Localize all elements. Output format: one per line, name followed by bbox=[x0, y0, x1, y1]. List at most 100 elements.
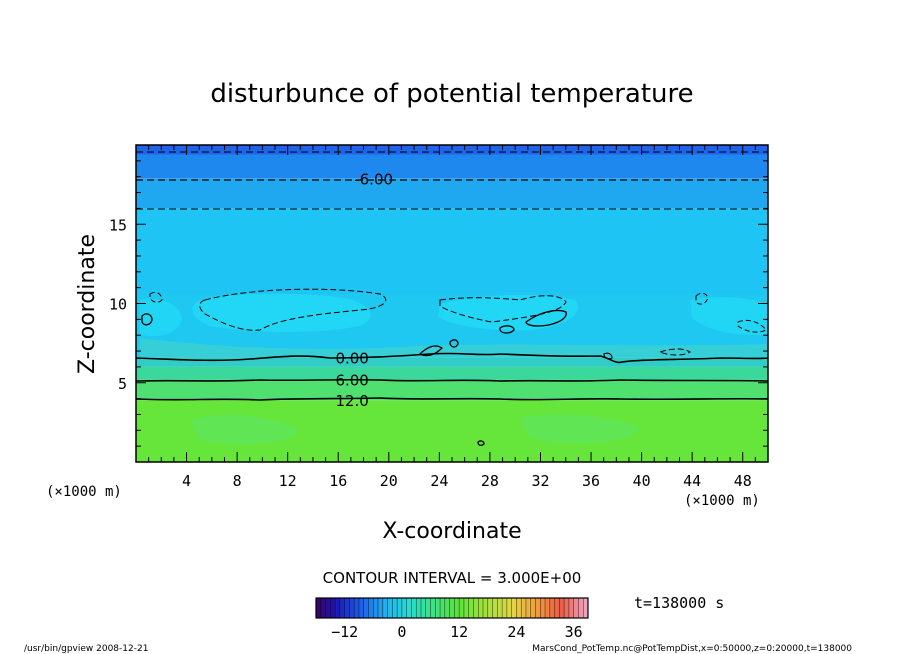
contour-loop-positive bbox=[525, 309, 567, 327]
color-band bbox=[136, 178, 768, 209]
contour-loop-positive bbox=[449, 339, 459, 348]
contour-label-text: -6.00 bbox=[354, 170, 393, 188]
colorbar-cell bbox=[425, 598, 431, 618]
x-axis-unit: (×1000 m) bbox=[684, 493, 760, 509]
colorbar-cell bbox=[406, 598, 412, 618]
contour-loop-negative bbox=[658, 348, 691, 356]
colorbar-frame bbox=[315, 597, 589, 619]
colorbar-cell bbox=[583, 598, 589, 618]
colorbar-cell bbox=[397, 598, 403, 618]
color-band bbox=[136, 208, 768, 294]
contour-line-6 bbox=[135, 378, 769, 382]
anomaly-patch bbox=[140, 338, 768, 358]
colorbar-cell bbox=[549, 598, 555, 618]
y-tick-label: 5 bbox=[118, 375, 127, 393]
colorbar: −12 0 12 24 36 bbox=[315, 597, 589, 641]
contour-label-text: 6.00 bbox=[335, 372, 368, 390]
colorbar-cell bbox=[358, 598, 365, 618]
anomaly-patch bbox=[690, 297, 768, 336]
colorbar-cell bbox=[368, 598, 374, 618]
anomaly-patch bbox=[140, 298, 182, 337]
colorbar-cell bbox=[430, 598, 436, 618]
y-tick-label: 15 bbox=[109, 216, 127, 234]
y-axis-unit: (×1000 m) bbox=[46, 484, 122, 500]
colorbar-cell bbox=[344, 598, 350, 618]
x-tick-label: 28 bbox=[481, 472, 499, 490]
x-tick-label: 44 bbox=[683, 472, 701, 490]
colorbar-cell bbox=[354, 598, 360, 618]
x-axis-label: X-coordinate bbox=[382, 519, 521, 544]
colorbar-cell bbox=[387, 598, 393, 618]
colorbar-cell bbox=[392, 598, 398, 618]
colorbar-cell bbox=[463, 598, 470, 618]
contour-label: 0.00 bbox=[335, 349, 368, 367]
footer-right: MarsCond_PotTemp.nc@PotTempDist,x=0:5000… bbox=[532, 644, 852, 654]
colorbar-cell bbox=[568, 598, 574, 618]
x-tick-label: 40 bbox=[633, 472, 651, 490]
colorbar-cell bbox=[459, 598, 465, 618]
y-tick-label: 10 bbox=[109, 296, 127, 314]
colorbar-cell bbox=[497, 598, 503, 618]
colorbar-cell bbox=[316, 598, 322, 618]
x-tick-label: 48 bbox=[734, 472, 752, 490]
colorbar-cell bbox=[530, 598, 536, 618]
colorbar-cell bbox=[492, 598, 498, 618]
colorbar-cell bbox=[320, 598, 326, 618]
colorbar-cell bbox=[521, 598, 527, 618]
colorbar-cell bbox=[516, 598, 522, 618]
color-band bbox=[136, 379, 768, 401]
colorbar-cell bbox=[573, 598, 579, 618]
contour-loop-positive bbox=[477, 440, 485, 446]
colorbar-cell bbox=[506, 598, 512, 618]
contour-loop-negative bbox=[199, 288, 387, 331]
contour-line-12 bbox=[135, 397, 769, 401]
colorbar-cell bbox=[559, 598, 565, 618]
colorbar-tick-label: 24 bbox=[507, 623, 525, 641]
anomaly-patches bbox=[140, 293, 768, 445]
colorbar-cell bbox=[335, 598, 341, 618]
colorbar-cell bbox=[435, 598, 441, 618]
colorbar-cell bbox=[349, 598, 355, 618]
contour-loop-negative bbox=[439, 295, 567, 323]
contour-labels: -6.00 0.00 6.00 12.0 bbox=[335, 170, 393, 410]
contour-label-text: 0.00 bbox=[335, 349, 368, 367]
colorbar-cell bbox=[373, 598, 379, 618]
contour-line-0 bbox=[135, 352, 769, 364]
contour-loop-positive bbox=[499, 325, 515, 334]
colorbar-cell bbox=[564, 598, 570, 618]
colorbar-cell bbox=[473, 598, 479, 618]
colorbar-cell bbox=[378, 598, 384, 618]
anomaly-patch bbox=[190, 415, 300, 445]
y-axis-label: Z-coordinate bbox=[75, 234, 100, 374]
x-tick-label: 20 bbox=[380, 472, 398, 490]
colorbar-cell bbox=[554, 598, 560, 618]
footer-left: /usr/bin/gpview 2008-12-21 bbox=[24, 644, 148, 654]
colorbar-cell bbox=[339, 598, 345, 618]
contour-interval-text: CONTOUR INTERVAL = 3.000E+00 bbox=[323, 569, 582, 587]
colorbar-cell bbox=[416, 598, 422, 618]
colorbar-cell bbox=[502, 598, 508, 618]
colorbar-cell bbox=[330, 598, 336, 618]
contour-label: -6.00 bbox=[354, 170, 393, 188]
x-tick-label: 8 bbox=[233, 472, 242, 490]
contour-label: 6.00 bbox=[335, 372, 368, 390]
x-tick-label: 16 bbox=[329, 472, 347, 490]
x-tick-label: 32 bbox=[531, 472, 549, 490]
colorbar-tick-label: 12 bbox=[450, 623, 468, 641]
contour-loop-negative bbox=[149, 291, 163, 303]
x-tick-label: 36 bbox=[582, 472, 600, 490]
x-tick-label: 12 bbox=[279, 472, 297, 490]
colorbar-cell bbox=[449, 598, 455, 618]
colorbar-cell bbox=[363, 598, 369, 618]
colorbar-tick-label: 36 bbox=[565, 623, 583, 641]
color-band bbox=[136, 366, 768, 380]
colorbar-cell bbox=[478, 598, 484, 618]
colorbar-cell bbox=[511, 598, 517, 618]
anomaly-patch bbox=[192, 293, 371, 332]
color-band bbox=[136, 154, 768, 179]
colorbar-tick-label: −12 bbox=[331, 623, 358, 641]
colorbar-cell bbox=[545, 598, 551, 618]
colorbar-cell bbox=[535, 598, 541, 618]
